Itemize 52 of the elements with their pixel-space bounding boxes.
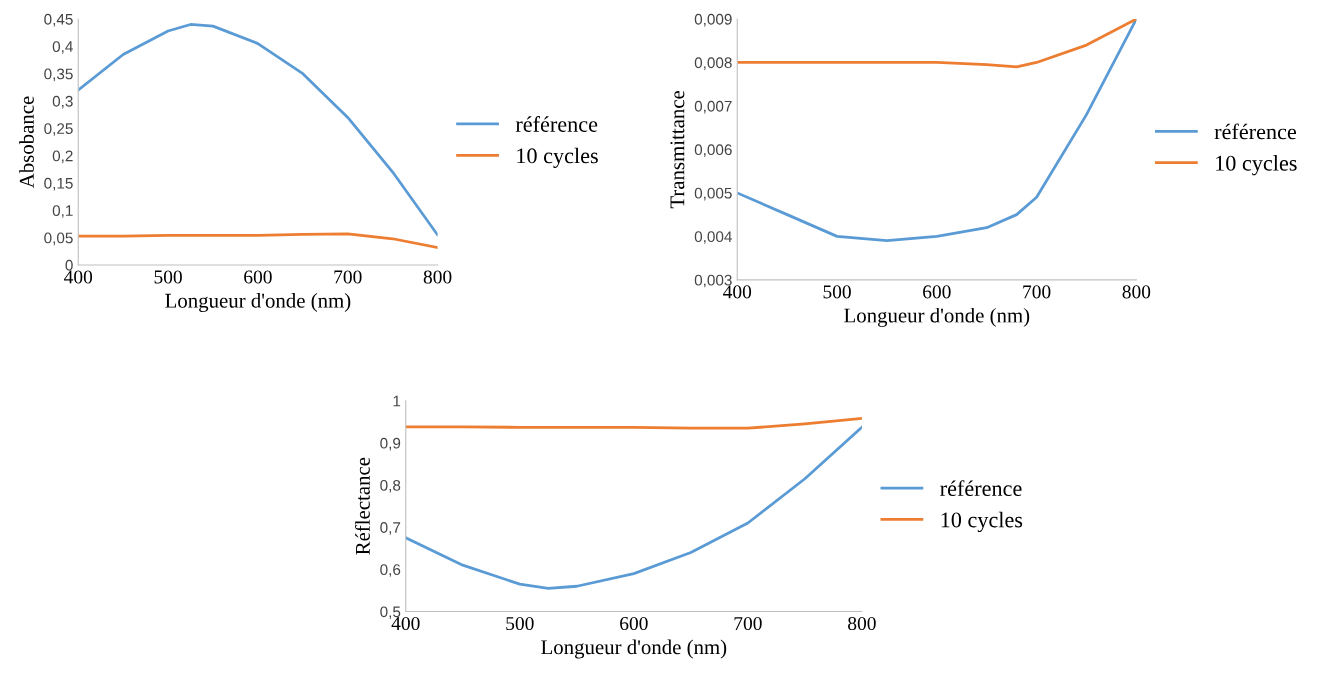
line-series — [737, 19, 1137, 243]
y-tick-label: 0,006 — [694, 144, 732, 157]
y-tick-label: 0,3 — [52, 95, 73, 109]
x-tick-label: 700 — [1023, 285, 1051, 299]
line-series — [78, 232, 438, 249]
x-tick-label: 400 — [64, 270, 93, 284]
x-tick-label: 800 — [423, 270, 452, 284]
x-tick-label: 500 — [506, 616, 534, 631]
line-series — [405, 425, 862, 590]
y-axis-title: Réflectance — [355, 457, 370, 555]
y-tick-label: 0,1 — [52, 205, 73, 218]
y-axis-title: Absobance — [19, 96, 34, 189]
y-tick-label: 0,7 — [380, 522, 401, 535]
x-tick-label: 600 — [244, 270, 272, 284]
legend-label: référence — [940, 480, 1022, 497]
y-tick-label: 0,007 — [694, 100, 732, 114]
x-tick-label: 500 — [154, 270, 182, 284]
line-series — [78, 23, 438, 237]
line-series — [405, 417, 862, 430]
x-axis-title: Longueur d'onde (nm) — [541, 639, 727, 659]
y-tick-label: 0,2 — [52, 150, 73, 164]
y-tick-label: 0,05 — [44, 232, 73, 246]
y-tick-label: 0,35 — [44, 68, 73, 82]
x-axis-title: Longueur d'onde (nm) — [844, 307, 1030, 327]
x-tick-label: 700 — [334, 270, 362, 284]
legend-label: référence — [1214, 123, 1297, 140]
x-tick-label: 800 — [848, 616, 876, 631]
y-tick-label: 0 — [65, 259, 73, 271]
x-tick-label: 800 — [1122, 285, 1151, 299]
legend-label: 10 cycles — [517, 147, 598, 168]
y-tick-label: 0,9 — [380, 437, 401, 451]
y-tick-label: 0,4 — [52, 41, 73, 54]
y-tick-label: 0,004 — [694, 231, 732, 244]
y-tick-label: 0,6 — [380, 564, 401, 577]
y-tick-label: 0,45 — [44, 13, 73, 27]
y-tick-label: 0,008 — [694, 57, 732, 70]
y-axis-title: Transmittance — [670, 90, 685, 209]
y-tick-label: 0,8 — [380, 479, 401, 493]
y-tick-label: 1 — [393, 395, 401, 407]
y-tick-label: 0,009 — [694, 13, 732, 27]
legend-label: 10 cycles — [941, 511, 1023, 533]
y-tick-label: 0,15 — [44, 177, 73, 191]
legend-label: 10 cycles — [1216, 155, 1297, 176]
legend-label: référence — [515, 116, 598, 132]
x-axis-title: Longueur d'onde (nm) — [165, 293, 351, 312]
line-series — [737, 19, 1137, 69]
x-tick-label: 700 — [734, 616, 762, 631]
x-tick-label: 600 — [620, 616, 648, 631]
y-tick-label: 0,25 — [44, 123, 73, 136]
x-tick-label: 500 — [823, 285, 851, 299]
y-tick-label: 0,005 — [694, 187, 732, 201]
x-tick-label: 600 — [923, 285, 951, 299]
